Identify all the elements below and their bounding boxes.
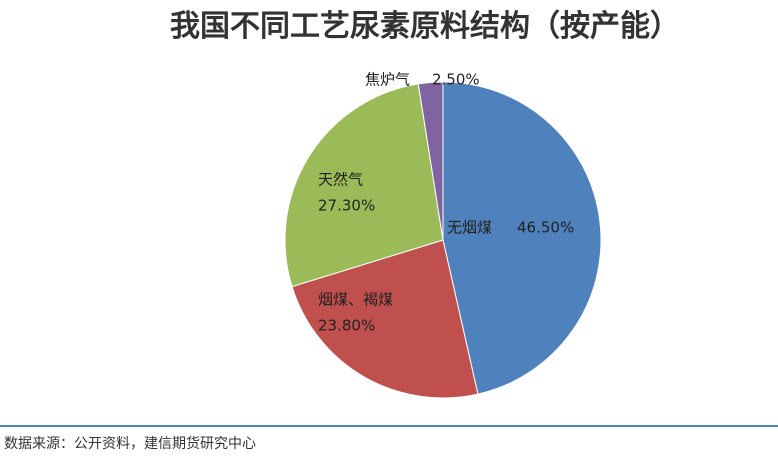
slice-label: 烟煤、褐煤 [318, 291, 393, 309]
slice-label: 无烟煤 [447, 219, 492, 237]
slice-value: 46.50% [517, 219, 574, 237]
pie-slice [291, 239, 479, 399]
slice-value: 23.80% [318, 317, 375, 335]
pie-slice [417, 81, 444, 241]
source-note: 数据来源：公开资料，建信期货研究中心 [4, 435, 256, 452]
slice-label: 天然气 [318, 171, 363, 189]
slice-value: 2.50% [432, 71, 480, 89]
slice-value: 27.30% [318, 197, 375, 215]
slice-label: 焦炉气 [365, 71, 410, 89]
chart-title: 我国不同工艺尿素原料结构（按产能） [170, 9, 680, 44]
pie-slice [284, 83, 444, 288]
pie-slice [442, 81, 602, 395]
